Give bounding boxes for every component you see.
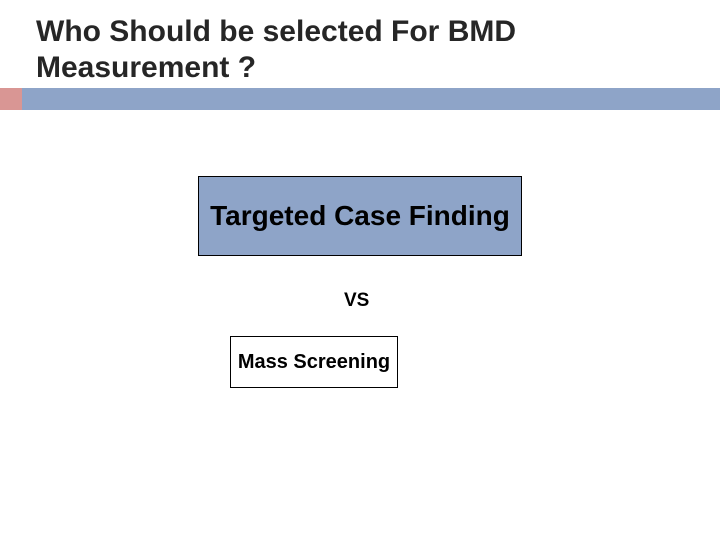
accent-square bbox=[0, 88, 22, 110]
box-targeted-case-finding: Targeted Case Finding bbox=[198, 176, 522, 256]
box-mass-screening: Mass Screening bbox=[230, 336, 398, 388]
vs-label: VS bbox=[344, 290, 369, 312]
box-targeted-label: Targeted Case Finding bbox=[210, 200, 510, 232]
title-line-2: Measurement ? bbox=[36, 50, 516, 86]
divider-bar bbox=[22, 88, 720, 110]
slide-title: Who Should be selected For BMD Measureme… bbox=[36, 14, 516, 86]
slide: Who Should be selected For BMD Measureme… bbox=[0, 0, 720, 540]
title-line-1: Who Should be selected For BMD bbox=[36, 14, 516, 50]
box-mass-label: Mass Screening bbox=[238, 351, 390, 374]
